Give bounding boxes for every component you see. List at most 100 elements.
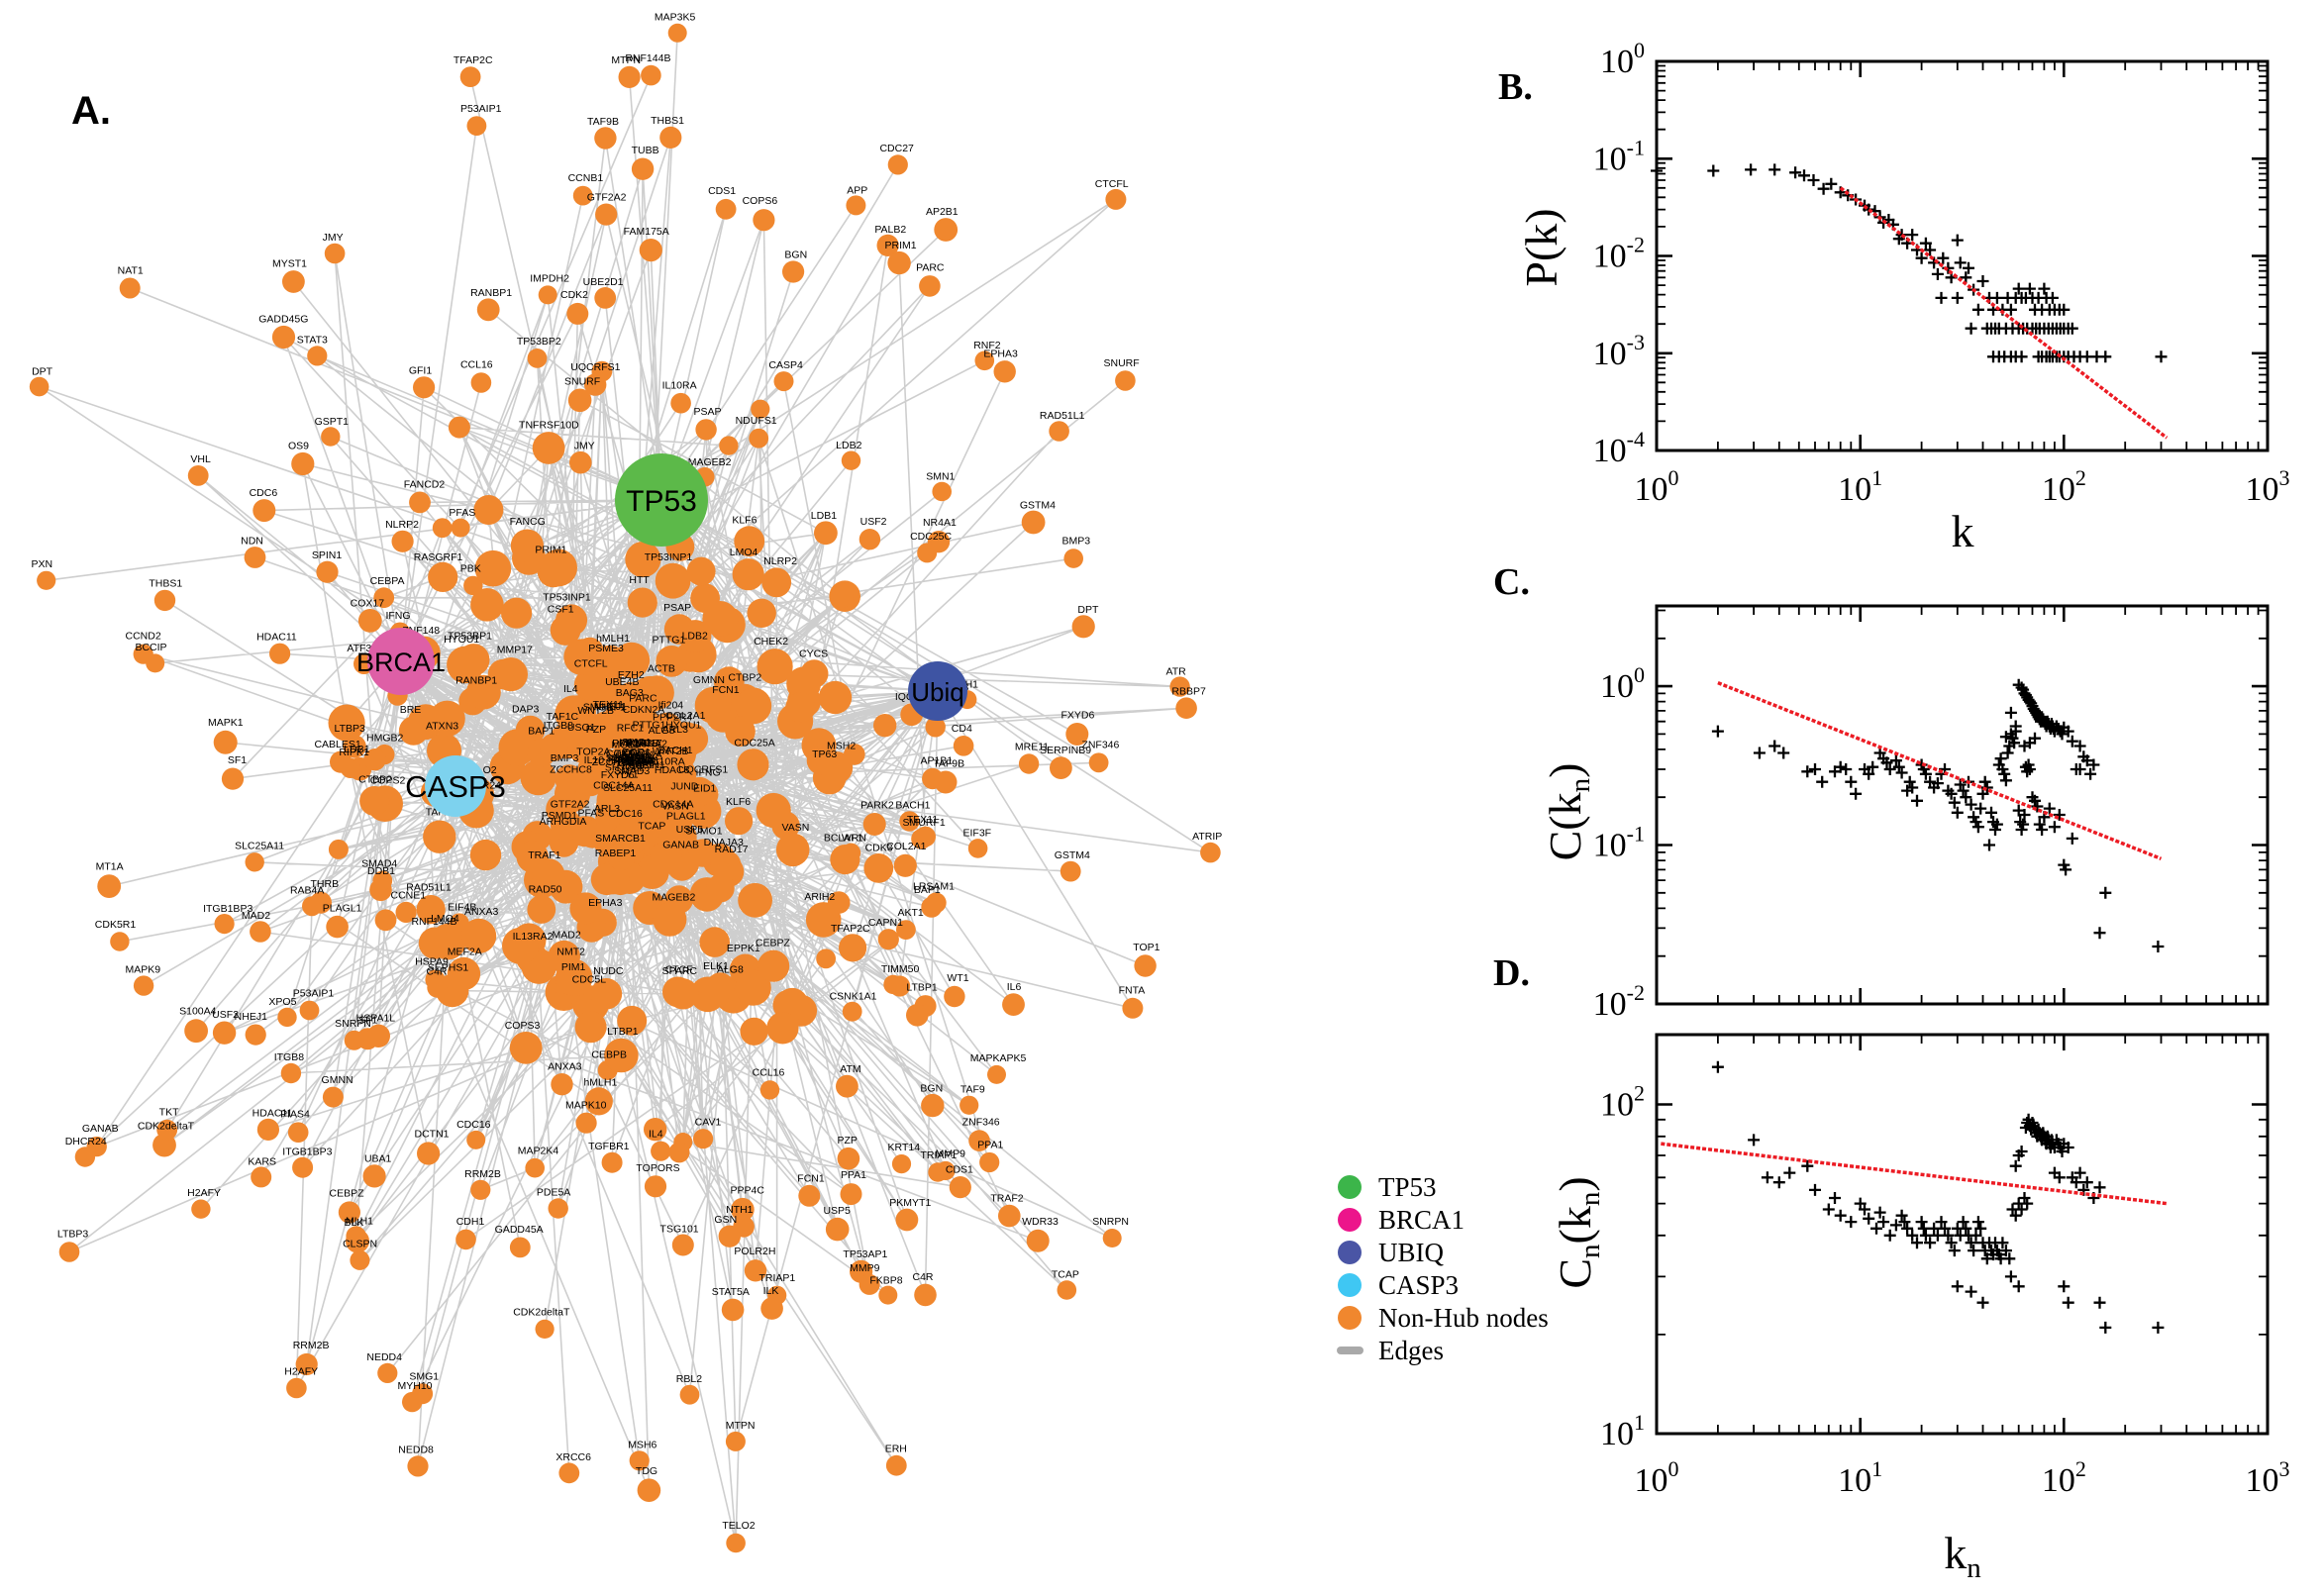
network-node-label: HYOU1 <box>444 634 479 646</box>
network-node <box>967 839 988 858</box>
network-node <box>573 669 605 701</box>
network-node <box>1115 370 1136 391</box>
network-node-label: IL10RA <box>662 380 697 392</box>
network-node <box>725 716 756 748</box>
hub-tp53: TP53 <box>615 453 708 547</box>
network-node-label: BMP3 <box>551 752 579 764</box>
network-node <box>693 1129 714 1149</box>
network-node <box>133 975 154 996</box>
network-node <box>607 842 636 871</box>
network-node <box>29 376 50 397</box>
casp3-swatch <box>1338 1273 1362 1297</box>
network-node-label: PDE5A <box>537 1186 570 1198</box>
brca1-hub-node <box>367 628 435 695</box>
tick-label: 101 <box>1838 465 1882 508</box>
network-node-label: BGN <box>920 1082 943 1094</box>
network-node <box>617 1005 648 1036</box>
network-node <box>1060 860 1081 882</box>
network-node <box>631 157 655 180</box>
tick-label: 103 <box>2246 465 2290 508</box>
network-node <box>374 909 397 932</box>
network-node <box>1050 756 1072 779</box>
network-node-label: UBA1 <box>364 1153 392 1165</box>
network-node-label: RBL2 <box>676 1373 702 1385</box>
network-node <box>244 547 266 568</box>
network-node-label: SPIN1 <box>312 549 343 561</box>
network-node-label: SMN1 <box>926 470 955 482</box>
network-node <box>836 1074 858 1098</box>
network-node-label: CDC27 <box>879 143 914 154</box>
network-node <box>775 833 810 867</box>
network-node-label: ATXN3 <box>426 720 458 732</box>
brca1-swatch <box>1338 1208 1362 1232</box>
network-node <box>322 1086 344 1108</box>
data-points <box>1711 1060 2165 1334</box>
network-node-label: CDK2deltaT <box>513 1306 570 1318</box>
network-node <box>936 1160 956 1181</box>
legend-label: TP53 <box>1378 1172 1437 1202</box>
network-node-label: CEBPZ <box>329 1188 364 1200</box>
network-node-label: HYOU1 <box>665 720 701 732</box>
network-node-label: CDC16 <box>608 808 643 820</box>
network-node <box>1071 615 1095 639</box>
network-node-label: LTBP1 <box>607 1026 638 1038</box>
tick-label: 10-2 <box>1593 233 1645 275</box>
network-node <box>641 64 661 86</box>
nonhub-swatch <box>1338 1306 1362 1330</box>
network-node-label: CDC25C <box>910 531 952 543</box>
network-node-label: MAPK1 <box>208 717 244 729</box>
network-node <box>689 976 726 1013</box>
network-node-label: TKT <box>615 748 635 759</box>
network-node <box>726 1533 746 1553</box>
network-node-label: OS9 <box>288 440 309 451</box>
network-node <box>133 644 153 664</box>
network-node-label: BAP1 <box>528 725 555 737</box>
network-node-label: EZH2 <box>618 669 645 681</box>
network-node <box>282 270 305 293</box>
network-node-label: CDC14A <box>593 780 634 792</box>
network-node-label: MMP9 <box>850 1262 879 1274</box>
network-node-label: IL10RA <box>651 756 685 768</box>
network-node-label: SH3GL2 <box>605 762 645 774</box>
network-node <box>566 302 589 325</box>
network-node-label: APP <box>847 184 867 196</box>
x-axis-title: kn <box>1944 1528 1981 1584</box>
network-node <box>637 1478 661 1502</box>
network-node-label: CTBP2 <box>358 774 392 786</box>
network-node <box>786 666 821 702</box>
network-node <box>785 692 816 723</box>
network-node <box>895 1208 919 1232</box>
network-node-label: CDKN2A <box>623 704 665 716</box>
network-node-label: PPP4C <box>730 1185 764 1197</box>
network-node <box>747 598 776 628</box>
network-node <box>1105 188 1127 210</box>
network-node <box>359 786 390 816</box>
network-node <box>667 978 699 1010</box>
tick-label: 103 <box>2246 1456 2290 1499</box>
tick-label: 100 <box>1635 465 1679 508</box>
network-node-label: hMLH1 <box>583 1076 617 1088</box>
network-node-label: DPT <box>1077 604 1099 616</box>
network-node <box>899 811 920 832</box>
network-node-label: CTBP2 <box>728 671 761 683</box>
y-axis-title: C(kn) <box>1540 763 1596 861</box>
network-node-label: PFAS <box>449 507 475 519</box>
network-node <box>578 717 609 748</box>
network-node-label: GSTM4 <box>1020 499 1056 511</box>
network-node-label: SNURF <box>564 375 600 387</box>
network-node <box>299 1000 320 1021</box>
network-node <box>914 1283 937 1307</box>
network-node <box>753 209 775 232</box>
network-node-label: CCL16 <box>460 358 493 370</box>
network-node-label: RNF144B <box>625 52 670 64</box>
network-node <box>816 948 836 969</box>
tick-label: 10-2 <box>1593 980 1645 1023</box>
network-node-label: CYCS <box>799 648 828 660</box>
network-node <box>569 450 592 474</box>
network-node <box>694 686 732 724</box>
network-node-label: THBS1 <box>149 578 182 590</box>
network-node-label: MAPK9 <box>125 964 160 976</box>
network-node-label: RNF2 <box>973 340 1001 351</box>
network-node-label: PPP2R4 <box>653 711 692 723</box>
network-node <box>58 1242 80 1262</box>
